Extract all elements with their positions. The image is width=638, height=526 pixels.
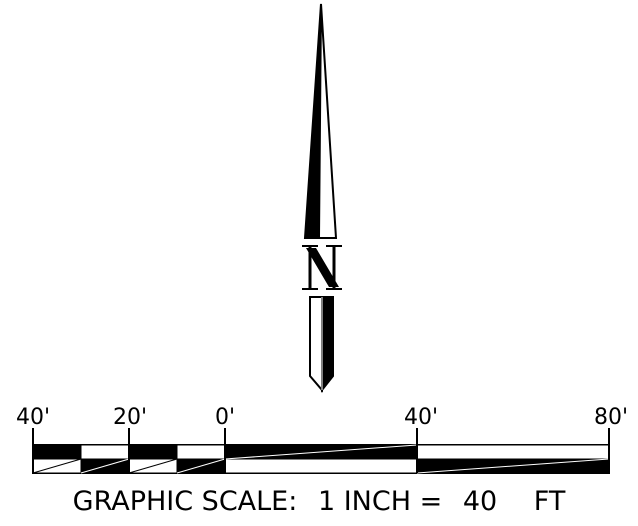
- tick-label-right-40: 40': [404, 405, 438, 430]
- scale-seg-bottom-main-1: [224, 458, 418, 474]
- scale-seg-top-1: [32, 444, 82, 460]
- scale-caption-prefix: GRAPHIC SCALE:: [73, 486, 298, 517]
- scale-caption-unit: FT: [534, 486, 566, 517]
- north-letter-text: N: [322, 279, 323, 281]
- scale-seg-top-3: [128, 444, 178, 460]
- north-arrow-lower-white: [309, 296, 323, 393]
- scale-tick-labels: 40' 20' 0' 40' 80': [16, 405, 628, 430]
- north-arrow-upper-white: [317, 3, 338, 239]
- tick-label-left-40: 40': [16, 405, 50, 430]
- tick-label-right-80: 80': [594, 405, 628, 430]
- north-letter-diagonal: [306, 248, 339, 287]
- scale-seg-top-4: [176, 444, 226, 460]
- scale-seg-top-main-2: [416, 444, 610, 460]
- scale-caption-value: 40: [463, 486, 497, 517]
- scale-caption-middle: 1 INCH =: [318, 486, 442, 517]
- tick-label-zero: 0': [215, 405, 235, 430]
- scale-bar: [32, 428, 610, 474]
- north-arrow-icon: N: [302, 3, 342, 393]
- tick-label-left-20: 20': [113, 405, 147, 430]
- scale-seg-top-2: [80, 444, 130, 460]
- north-arrow-lower-black: [321, 296, 334, 393]
- scale-caption: GRAPHIC SCALE: 1 INCH = 40 FT: [73, 486, 566, 517]
